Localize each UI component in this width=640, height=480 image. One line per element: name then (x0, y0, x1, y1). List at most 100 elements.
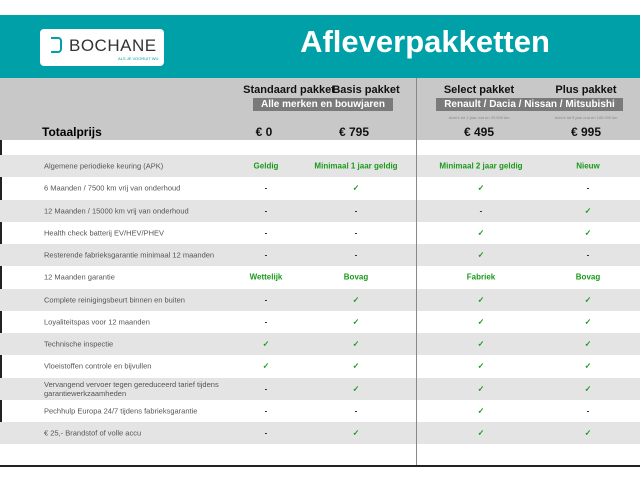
table-row: Vervangend vervoer tegen gereduceerd tar… (0, 377, 640, 400)
table-row: Resterende fabrieksgarantie minimaal 12 … (0, 244, 640, 267)
logo-tagline: ALS JE VOORUIT WIL (118, 56, 159, 61)
dash-icon: - (479, 206, 483, 216)
table-row: Loyaliteitspas voor 12 maanden - ✓ ✓ ✓ (0, 310, 640, 333)
feature-label: 12 Maanden / 15000 km vrij van onderhoud (44, 206, 189, 216)
feature-value: Minimaal 1 jaar geldig (314, 161, 398, 171)
band-all-brands: Alle merken en bouwjaren (253, 98, 393, 111)
package-price: € 495 (463, 125, 495, 139)
package-price: € 0 (255, 125, 273, 139)
check-icon: ✓ (584, 428, 592, 438)
feature-label: Vloeistoffen controle en bijvullen (44, 361, 152, 371)
page-title: Afleverpakketten (300, 24, 550, 59)
feature-label: Loyaliteitspas voor 12 maanden (44, 317, 150, 327)
feature-value: Bovag (575, 272, 601, 282)
table-row: Health check batterij EV/HEV/PHEV - - ✓ ✓ (0, 221, 640, 244)
table-row: Algemene periodieke keuring (APK) Geldig M… (0, 155, 640, 178)
logo-text: BOCHANE (69, 36, 157, 55)
column-divider (416, 78, 417, 466)
feature-label: Technische inspectie (44, 339, 114, 349)
dash-icon: - (586, 406, 590, 416)
logo-icon (51, 37, 62, 53)
dash-icon: - (264, 406, 268, 416)
table-row: 6 Maanden / 7500 km vrij van onderhoud - ✓… (0, 177, 640, 200)
dash-icon: - (586, 250, 590, 260)
feature-label: Pechhulp Europa 24/7 tijdens fabrieksgar… (44, 406, 198, 416)
check-icon: ✓ (262, 339, 270, 349)
package-price: € 795 (338, 125, 370, 139)
dash-icon: - (264, 317, 268, 327)
table-row: 12 Maanden / 15000 km vrij van onderhoud… (0, 199, 640, 222)
dash-icon: - (264, 384, 268, 394)
check-icon: ✓ (477, 183, 485, 193)
feature-label: 6 Maanden / 7500 km vrij van onderhoud (44, 183, 181, 193)
table-row: Technische inspectie ✓ ✓ ✓ ✓ (0, 333, 640, 356)
package-price: € 995 (570, 125, 602, 139)
check-icon: ✓ (584, 317, 592, 327)
check-icon: ✓ (477, 250, 485, 260)
package-name: Plus pakket (555, 84, 617, 96)
feature-value: Bovag (343, 272, 369, 282)
package-name: Select pakket (443, 84, 515, 96)
feature-label: € 25,- Brandstof of volle accu (44, 428, 142, 438)
feature-label: Resterende fabrieksgarantie minimaal 12 … (44, 250, 215, 260)
package-name: Standaard pakket (243, 84, 335, 96)
table-row: € 25,- Brandstof of volle accu - ✓ ✓ ✓ (0, 422, 640, 445)
bochane-logo: BOCHANE ALS JE VOORUIT WIL (40, 29, 164, 66)
package-note: Auto's tot 1 jaar oud en 20.000 km (448, 115, 510, 120)
feature-label: Health check batterij EV/HEV/PHEV (44, 228, 165, 238)
table-row: 12 Maanden garantie Wettelijk Bovag Fabriek… (0, 266, 640, 289)
package-header: Standaard pakket Basis pakket Select pak… (0, 78, 640, 140)
check-icon: ✓ (262, 361, 270, 371)
feature-value: Geldig (253, 161, 279, 171)
check-icon: ✓ (352, 384, 360, 394)
feature-value: Minimaal 2 jaar geldig (439, 161, 523, 171)
check-icon: ✓ (352, 183, 360, 193)
dash-icon: - (264, 250, 268, 260)
total-label: Totaalprijs (42, 125, 102, 139)
check-icon: ✓ (352, 428, 360, 438)
check-icon: ✓ (477, 428, 485, 438)
check-icon: ✓ (352, 317, 360, 327)
check-icon: ✓ (584, 295, 592, 305)
dash-icon: - (264, 206, 268, 216)
dash-icon: - (354, 206, 358, 216)
package-name: Basis pakket (332, 84, 400, 96)
check-icon: ✓ (584, 384, 592, 394)
dash-icon: - (264, 428, 268, 438)
check-icon: ✓ (477, 228, 485, 238)
feature-value: Wettelijk (249, 272, 283, 282)
check-icon: ✓ (584, 361, 592, 371)
feature-label: Complete reinigingsbeurt binnen en buite… (44, 295, 185, 305)
dash-icon: - (354, 228, 358, 238)
check-icon: ✓ (584, 228, 592, 238)
dash-icon: - (354, 406, 358, 416)
dash-icon: - (264, 295, 268, 305)
package-note: Auto's tot 5 jaar oud en 100.000 km (554, 115, 618, 120)
check-icon: ✓ (352, 361, 360, 371)
dash-icon: - (264, 228, 268, 238)
check-icon: ✓ (477, 361, 485, 371)
feature-value: Nieuw (576, 161, 600, 171)
dash-icon: - (354, 250, 358, 260)
check-icon: ✓ (477, 339, 485, 349)
check-icon: ✓ (352, 339, 360, 349)
check-icon: ✓ (584, 339, 592, 349)
feature-label: Algemene periodieke keuring (APK) (44, 161, 164, 171)
dash-icon: - (586, 183, 590, 193)
check-icon: ✓ (477, 295, 485, 305)
header-banner: BOCHANE ALS JE VOORUIT WIL Afleverpakket… (0, 15, 640, 78)
feature-label: Vervangend vervoer tegen gereduceerd tar… (44, 379, 219, 398)
feature-value: Fabriek (466, 272, 496, 282)
check-icon: ✓ (477, 384, 485, 394)
band-brands: Renault / Dacia / Nissan / Mitsubishi (436, 98, 623, 111)
table-row: Complete reinigingsbeurt binnen en buite… (0, 288, 640, 311)
border (0, 140, 2, 155)
check-icon: ✓ (477, 406, 485, 416)
table-bottom-border (0, 465, 640, 467)
table-row: Vloeistoffen controle en bijvullen ✓ ✓ ✓ ✓ (0, 355, 640, 378)
table-row: Pechhulp Europa 24/7 tijdens fabrieksgar… (0, 399, 640, 422)
check-icon: ✓ (584, 206, 592, 216)
dash-icon: - (264, 183, 268, 193)
feature-label: 12 Maanden garantie (44, 272, 115, 282)
check-icon: ✓ (477, 317, 485, 327)
